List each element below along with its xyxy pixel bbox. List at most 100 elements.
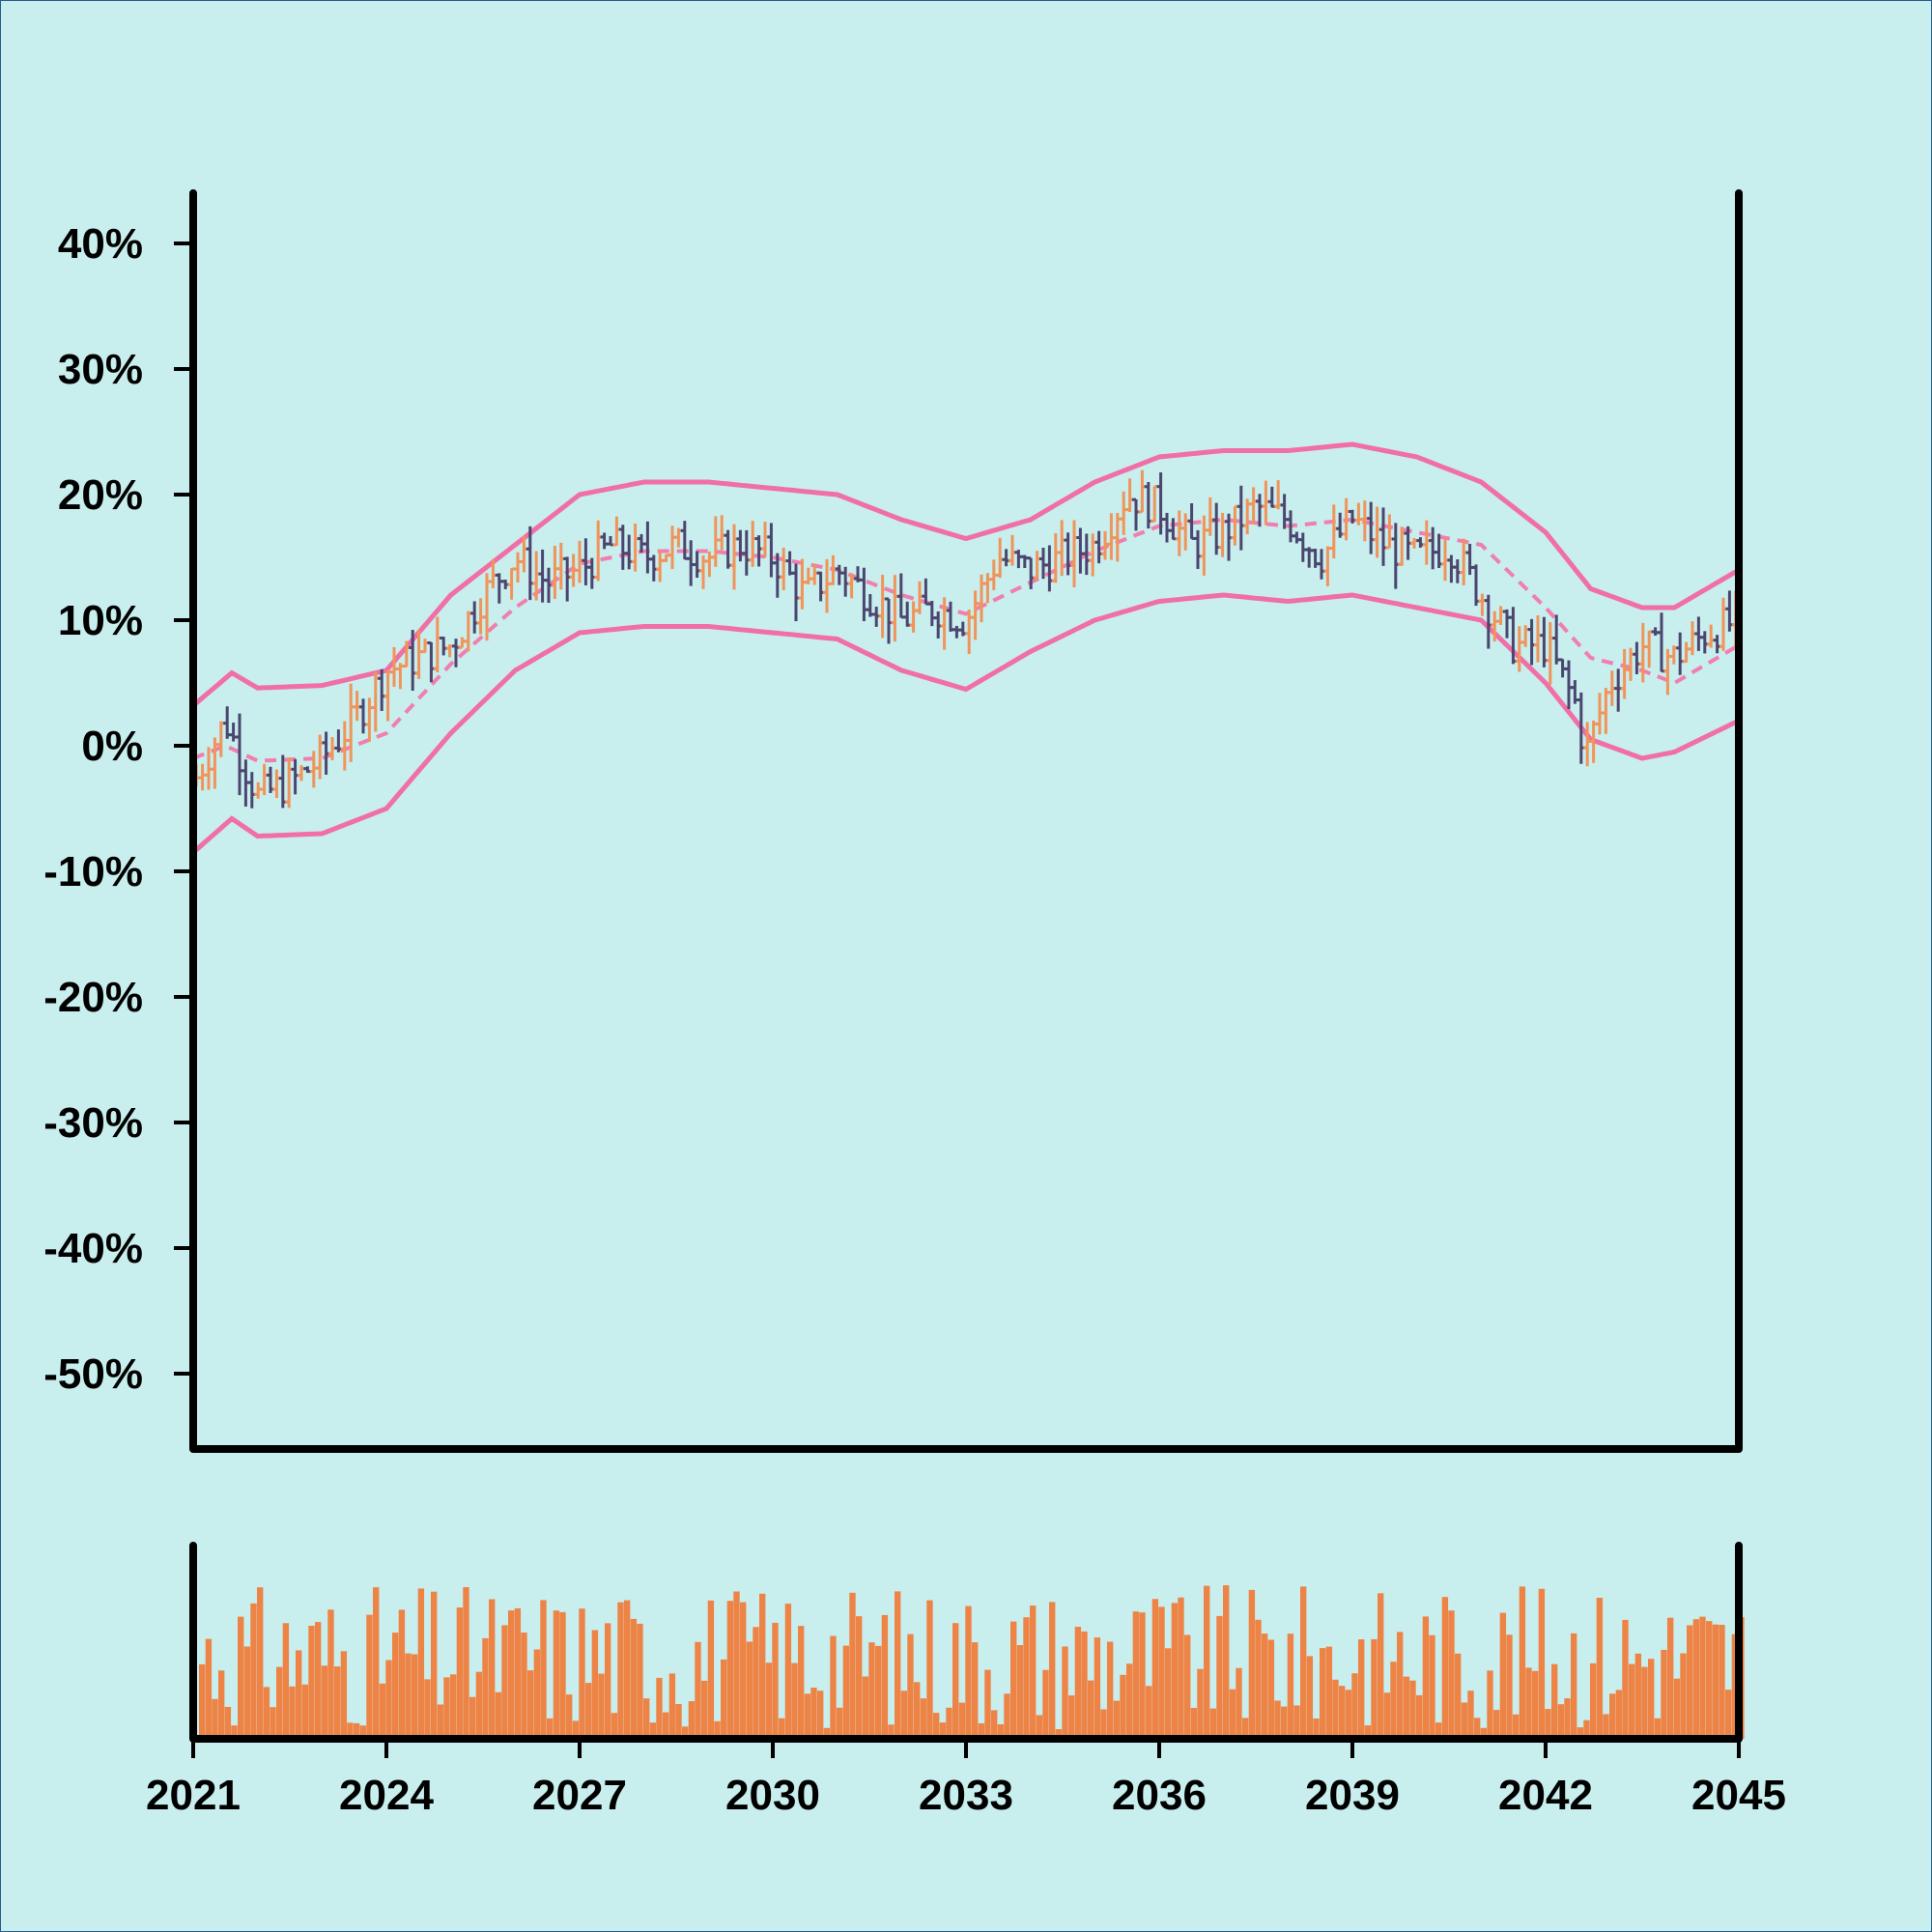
ohlc-bar (916, 581, 923, 614)
ohlc-bar (229, 723, 238, 742)
volume-bar (663, 1712, 669, 1739)
volume-bar (270, 1707, 276, 1739)
ohlc-bar (668, 526, 676, 570)
volume-bar (366, 1614, 373, 1739)
ohlc-bar (1515, 626, 1523, 672)
ohlc-bar (556, 542, 565, 590)
volume-bar (379, 1683, 386, 1739)
volume-bar (1397, 1632, 1404, 1739)
ohlc-bar (631, 523, 639, 572)
ohlc-bar (359, 698, 367, 734)
y-axis-ticks: 40% 30% 20% 10% 0% -10% -20% -30% -40% -50% (43, 220, 193, 1398)
volume-bar (1184, 1634, 1191, 1739)
volume-bar (875, 1645, 882, 1739)
volume-bar (707, 1600, 715, 1739)
volume-bar (1416, 1694, 1423, 1739)
ohlc-bar (495, 573, 503, 604)
volume-bar (1274, 1700, 1281, 1739)
volume-bar (1088, 1680, 1094, 1739)
ohlc-bar (247, 772, 256, 809)
volume-bar (1042, 1669, 1049, 1739)
volume-bar (385, 1660, 392, 1739)
volume-bar (1197, 1668, 1204, 1739)
volume-bar (224, 1707, 232, 1739)
volume-bar (1519, 1586, 1526, 1739)
ohlc-bar (978, 574, 985, 623)
volume-bar (527, 1670, 534, 1739)
volume-bar (1287, 1634, 1294, 1739)
volume-bar (559, 1611, 566, 1739)
volume-bar (489, 1599, 496, 1739)
volume-bar (984, 1669, 991, 1739)
volume-bar (1055, 1729, 1063, 1739)
volume-bar (417, 1588, 425, 1739)
volume-bar (1325, 1646, 1333, 1739)
volume-bar (1120, 1674, 1126, 1739)
y-tick-label: 20% (58, 471, 143, 519)
x-tick-label: 2045 (1691, 1772, 1786, 1819)
ohlc-bar (1175, 510, 1183, 556)
volume-bar (1165, 1648, 1172, 1739)
volume-bar (373, 1587, 380, 1739)
volume-bar (837, 1707, 843, 1739)
volume-bar (1107, 1641, 1114, 1739)
volume-bar (1699, 1616, 1706, 1739)
volume-bar (1190, 1708, 1198, 1739)
volume-bar (1480, 1727, 1488, 1739)
volume-bar (791, 1662, 798, 1739)
volume-bar (1223, 1585, 1230, 1739)
volume-bars (199, 1585, 1745, 1739)
y-tick-label: 0% (81, 723, 143, 770)
volume-bar (830, 1635, 837, 1739)
volume-bar (1262, 1634, 1268, 1739)
volume-bar (939, 1722, 947, 1739)
volume-bar (508, 1610, 515, 1739)
volume-bar (296, 1650, 302, 1739)
ohlc-bar (1249, 487, 1258, 525)
volume-bar (1010, 1621, 1017, 1739)
volume-bar (218, 1670, 225, 1739)
ohlc-bar (1033, 551, 1041, 580)
volume-bar (1351, 1673, 1358, 1739)
volume-bar (1615, 1690, 1623, 1739)
ohlc-bar (952, 625, 961, 639)
ohlc-bar (1280, 494, 1289, 529)
ohlc-bar (340, 721, 349, 771)
volume-bar (888, 1724, 895, 1739)
band-lower-line (191, 592, 1741, 855)
bollinger-bands (191, 441, 1741, 855)
volume-bar (668, 1673, 676, 1739)
volume-bar (1293, 1705, 1300, 1739)
y-tick-label: 40% (58, 220, 143, 268)
ohlc-bar (1460, 538, 1468, 585)
volume-bar (1706, 1621, 1713, 1739)
volume-bar (1583, 1719, 1590, 1739)
ohlc-bar (1645, 630, 1654, 668)
ohlc-bar (1138, 469, 1147, 514)
volume-bar (1474, 1718, 1481, 1739)
ohlc-bar (421, 639, 429, 654)
ohlc-bar (507, 567, 516, 600)
volume-bar (1390, 1662, 1397, 1739)
volume-bar (933, 1713, 940, 1739)
volume-bar (231, 1725, 238, 1739)
ohlc-bar (1354, 502, 1363, 526)
volume-bar (282, 1623, 290, 1739)
band-upper-line (191, 441, 1741, 708)
ohlc-bar (1719, 597, 1727, 651)
ohlc-bar (347, 683, 355, 762)
volume-bar (952, 1623, 959, 1739)
volume-bar (431, 1591, 438, 1739)
volume-bar (726, 1601, 734, 1739)
volume-bar (591, 1630, 599, 1739)
volume-bar (849, 1592, 856, 1739)
volume-bar (547, 1718, 554, 1739)
volume-bar (1306, 1656, 1314, 1739)
volume-bar (1023, 1617, 1030, 1739)
ohlc-bar (1700, 631, 1709, 654)
volume-bar (321, 1665, 328, 1739)
ohlc-bar (1070, 520, 1078, 587)
volume-bar (701, 1680, 708, 1739)
volume-bar (997, 1724, 1005, 1739)
